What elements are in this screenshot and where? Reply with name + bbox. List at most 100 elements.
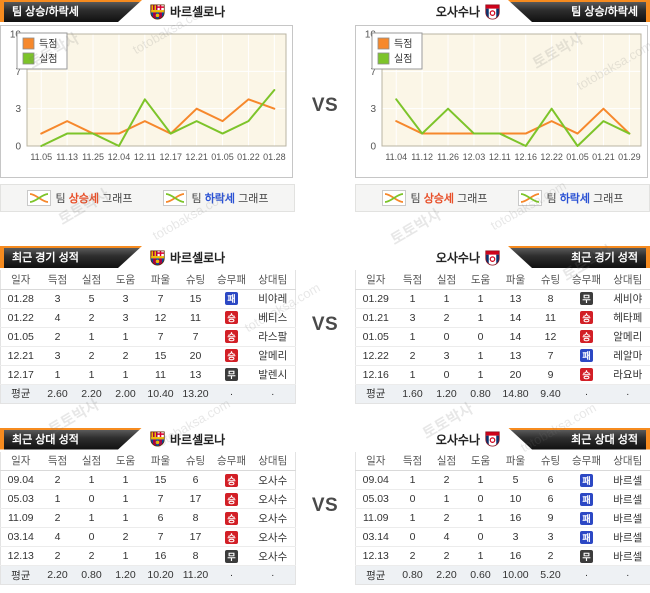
y-tick-label: 7 [370,67,376,78]
col-header-date: 일자 [355,270,396,290]
fall-graph-icon [517,190,542,206]
cell-conceded: 1.20 [429,384,464,403]
x-tick-label: 11.25 [82,152,104,162]
table-row: 12.21 3 2 2 15 20 승 알메리 [0,346,296,366]
result-badge: 승 [225,473,238,487]
x-tick-label: 11.04 [385,152,407,162]
cell-assists: 1.20 [108,565,143,585]
cell-shots: 8 [533,289,568,309]
cell-result: 승 [212,327,251,347]
cell-date: 05.03 [0,489,41,509]
cell-fouls: 16 [497,508,534,528]
cell-assists: 1 [108,327,143,347]
cell-opponent: 발렌시 [250,365,296,385]
cell-conceded: 2 [429,546,464,566]
cell-scored: 3 [40,289,75,309]
table-row: 05.03 1 0 1 7 17 승 오사수 [0,489,296,509]
cell-result: 패 [567,527,606,547]
section-title-bar: 팀 상승/하락세 [0,0,142,22]
cell-date: 01.05 [0,327,41,347]
cell-scored: 1.60 [395,384,430,403]
result-badge: 패 [580,511,593,525]
cell-result: 승 [212,308,251,328]
result-badge: 패 [580,473,593,487]
cell-assists: 1 [463,470,498,490]
cell-conceded: 2 [74,546,109,566]
cell-opponent: 비야레 [250,289,296,309]
cell-fouls: 10.00 [497,565,534,585]
section-title-bar: 최근 경기 성적 [0,246,142,268]
cell-shots: 7 [178,327,213,347]
x-tick-label: 11.05 [30,152,52,162]
cell-assists: 1 [108,489,143,509]
cell-scored: 3 [395,308,430,328]
col-header-shots: 슈팅 [178,270,213,290]
rise-graph-icon [26,190,51,206]
cell-assists: 2 [108,527,143,547]
cell-conceded: 1 [74,365,109,385]
cell-shots: 13 [178,365,213,385]
vs-label: VS [311,495,339,517]
x-tick-label: 01.22 [237,152,260,162]
table-row: 01.05 2 1 1 7 7 승 라스팔 [0,327,296,347]
cell-opponent: · [250,384,296,403]
team-label-away: 오사수나 [436,431,500,448]
cell-fouls: 16 [142,546,179,566]
cell-date: 09.04 [355,470,396,490]
series-득점 [395,107,631,135]
y-tick-label: 3 [370,104,376,115]
cell-scored: 2 [40,470,75,490]
cell-conceded: 0 [74,489,109,509]
rise-legend-text: 팀 상승세 그래프 [55,193,133,205]
cell-assists: 0 [463,327,498,347]
table-row: 12.17 1 1 1 11 13 무 발렌시 [0,365,296,385]
recent-panel-away: 오사수나 최근 경기 성적 [355,246,650,404]
graph-note-home: 팀 상승세 그래프 팀 하락세 그래프 [0,184,295,212]
x-tick-label: 12.21 [185,152,208,162]
cell-shots: 13.20 [178,384,213,403]
cell-date: 12.21 [0,346,41,366]
cell-conceded: 2 [429,470,464,490]
section-title: 최근 경기 성적 [571,252,638,264]
cell-fouls: 11 [142,365,179,385]
cell-date: 03.14 [0,527,41,547]
cell-date: 01.21 [355,308,396,328]
y-tick-label: 10 [365,30,377,41]
x-tick-label: 12.04 [108,152,131,162]
legend-label: 득점 [39,38,57,50]
cell-date: 12.17 [0,365,41,385]
table-header-row: 일자 득점 실점 도움 파울 슈팅 승무패 상대팀 [0,451,296,471]
col-header-scored: 득점 [40,451,75,471]
cell-opponent: 알메리 [605,327,650,347]
cell-opponent: 오사수 [250,527,296,547]
x-tick-label: 01.05 [566,152,589,162]
vs-label: VS [311,95,339,116]
recent-table-away: 일자 득점 실점 도움 파울 슈팅 승무패 상대팀 01.29 1 1 1 13 8 무 세비야 01.21 3 2… [355,270,650,404]
cell-scored: 2 [40,546,75,566]
cell-shots: 15 [178,289,213,309]
osasuna-logo-icon [485,250,500,266]
cell-conceded: 0.80 [74,565,109,585]
cell-date: 03.14 [355,527,396,547]
table-header-row: 일자 득점 실점 도움 파울 슈팅 승무패 상대팀 [355,451,650,471]
cell-conceded: 5 [74,289,109,309]
cell-shots: 6 [533,470,568,490]
cell-shots: 6 [178,470,213,490]
result-badge: 패 [580,530,593,544]
h2h-panel-away: 오사수나 최근 상대 성적 [355,427,650,585]
team-label-home: 바르셀로나 [150,249,225,266]
cell-assists: 1 [108,546,143,566]
table-row: 12.13 2 2 1 16 8 무 오사수 [0,546,296,566]
table-row: 03.14 4 0 2 7 17 승 오사수 [0,527,296,547]
h2h-section: 최근 상대 성적 [0,427,650,585]
cell-date: 평균 [355,565,396,585]
trend-header-away: 오사수나 팀 상승/하 [355,0,650,22]
barcelona-logo-icon [150,250,165,266]
table-header-row: 일자 득점 실점 도움 파울 슈팅 승무패 상대팀 [0,270,296,290]
result-badge: 승 [225,530,238,544]
cell-opponent: 바르셀 [605,470,650,490]
table-row: 03.14 0 4 0 3 3 패 바르셀 [355,527,650,547]
cell-opponent: 오사수 [250,546,296,566]
cell-scored: 1 [395,470,430,490]
cell-date: 01.29 [355,289,396,309]
